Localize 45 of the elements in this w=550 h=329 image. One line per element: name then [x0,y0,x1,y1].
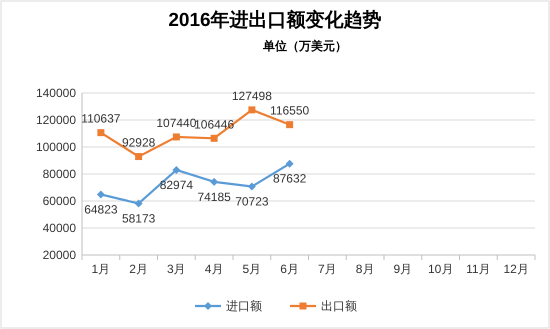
point [286,160,294,168]
chart-title: 2016年进出口额变化趋势 [168,9,382,31]
data-label: 110637 [81,112,121,126]
x-tick-label: 10月 [428,262,454,276]
chart-subtitle: 单位（万美元） [262,39,347,53]
point [172,133,180,140]
y-tick-label: 140000 [36,86,76,100]
y-tick-label: 20000 [42,248,76,262]
x-tick-label: 11月 [466,262,491,276]
point [135,153,142,160]
data-label: 82974 [160,178,194,192]
data-label: 58173 [122,211,156,226]
point [134,199,143,208]
x-tick-label: 6月 [280,262,299,276]
data-label: 127498 [232,88,272,103]
x-tick-label: 1月 [92,262,110,276]
y-tick-label: 40000 [42,221,76,235]
x-tick-label: 4月 [204,262,224,276]
point [97,129,104,136]
x-tick-label: 5月 [242,262,262,276]
x-tick-label: 8月 [356,262,374,276]
point [248,106,256,114]
x-tick-label: 9月 [394,262,412,276]
data-label: 87632 [272,172,307,186]
legend-label: 进口额 [226,299,262,313]
x-tick-label: 2月 [129,262,148,276]
point [210,134,218,142]
data-label: 116550 [270,104,310,118]
x-tick-label: 3月 [167,262,186,276]
point [96,190,105,198]
legend-label: 出口额 [321,299,357,313]
point [172,166,180,174]
data-label: 92928 [122,136,156,150]
point [210,178,218,186]
point [286,121,294,128]
x-tick-label: 7月 [318,262,337,276]
data-label: 74185 [197,190,232,204]
y-tick-label: 120000 [36,113,76,127]
y-tick-label: 80000 [42,167,76,181]
x-tick-label: 12月 [503,262,529,276]
data-label: 64823 [84,202,118,216]
y-tick-label: 60000 [42,194,76,208]
data-label: 70723 [235,194,269,209]
point [248,182,256,191]
y-tick-label: 100000 [36,140,76,154]
